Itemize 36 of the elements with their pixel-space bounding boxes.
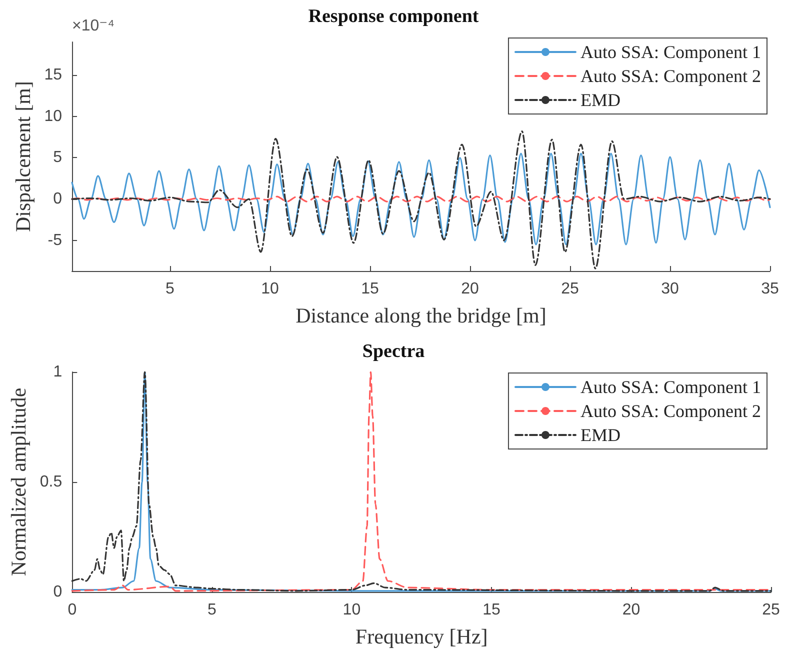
y-tick-label: 1 [53, 364, 62, 380]
x-axis-title: Distance along the bridge [m] [296, 304, 546, 328]
legend-label: Auto SSA: Component 1 [580, 377, 762, 397]
legend-label: EMD [580, 425, 620, 445]
x-tick-label: 0 [68, 602, 77, 618]
x-tick-label: 20 [622, 602, 640, 618]
y-tick-label: 0 [53, 584, 62, 600]
y-tick-label: -5 [48, 232, 62, 249]
line-series [71, 130, 771, 270]
x-tick-label: 10 [342, 602, 361, 618]
x-tick-label: 15 [482, 602, 500, 618]
y-tick-label: 15 [44, 66, 62, 84]
y-tick-label: 0 [53, 190, 62, 208]
x-tick-label: 30 [661, 280, 679, 298]
x-tick-label: 25 [762, 602, 780, 618]
legend-label: Auto SSA: Component 2 [580, 401, 762, 421]
legend-label: Auto SSA: Component 1 [580, 42, 762, 62]
x-tick-label: 25 [561, 280, 579, 298]
legend-label: EMD [580, 90, 620, 110]
chart-title: Spectra [362, 341, 426, 362]
legend-label: Auto SSA: Component 2 [580, 66, 762, 86]
x-tick-label: 20 [461, 280, 479, 298]
y-tick-label: 10 [44, 108, 62, 125]
x-tick-label: 5 [207, 602, 216, 618]
line-series [71, 152, 771, 246]
chart-title: Response component [308, 6, 480, 27]
x-tick-label: 15 [361, 280, 379, 298]
text: ×10⁻⁴ [72, 18, 115, 34]
x-tick-label: 35 [761, 280, 779, 298]
y-tick-label: 0.5 [40, 474, 62, 490]
x-tick-label: 10 [261, 280, 279, 298]
y-tick-label: 5 [53, 149, 62, 166]
x-axis-title: Frequency [Hz] [355, 624, 488, 648]
y-axis-title: Normalized amplitude [6, 388, 30, 576]
x-tick-label: 5 [166, 280, 175, 298]
y-axis-title: Dispalcement [m] [10, 80, 35, 232]
